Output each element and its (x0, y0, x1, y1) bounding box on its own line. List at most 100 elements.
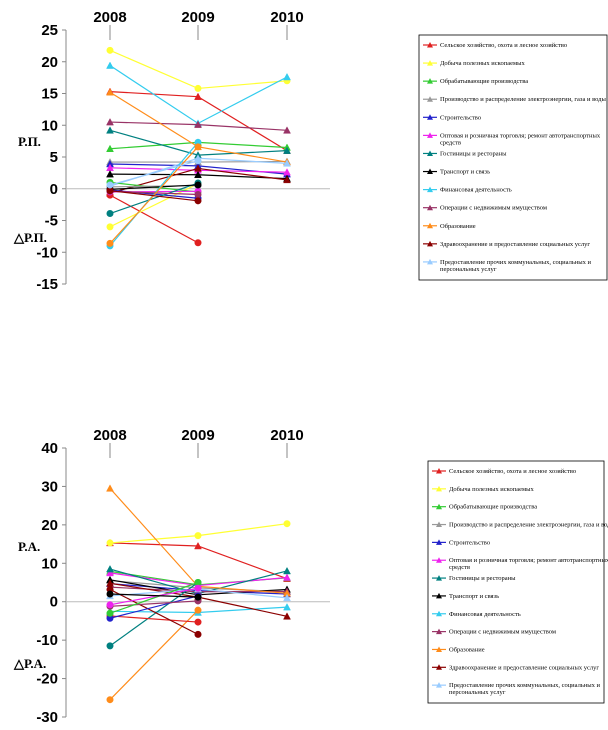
y-tick-label: 20 (41, 517, 58, 534)
legend-entry: Предоставление прочих коммунальных, соци… (440, 259, 592, 273)
y-tick-label: 20 (41, 54, 58, 71)
data-point (194, 593, 202, 601)
y-tick-label: 30 (41, 478, 58, 495)
data-point (194, 239, 202, 247)
legend-marker (427, 42, 433, 48)
y-tick-label: 10 (41, 117, 58, 134)
legend-entry: Гостиницы и рестораны (440, 150, 507, 157)
y-tick-label: -10 (36, 632, 58, 649)
y-tick-label: 5 (50, 149, 58, 166)
y-axis-label: Р.А. (18, 539, 40, 554)
legend-entry: Транспорт и связь (449, 593, 499, 600)
y-axis-label-delta: △Р.А. (13, 656, 46, 671)
y-tick-label: -5 (45, 213, 58, 230)
data-point (106, 88, 114, 96)
legend-entry: Образование (449, 646, 485, 653)
data-point (283, 603, 291, 611)
data-point (106, 642, 114, 650)
data-point (106, 484, 114, 492)
x-tick-label: 2010 (270, 427, 303, 444)
legend-marker (436, 646, 442, 652)
series-line (109, 588, 199, 635)
legend-entry: Предоставление прочих коммунальных, соци… (449, 682, 601, 696)
series-line (109, 600, 199, 607)
legend-entry: Образование (440, 223, 476, 230)
data-point (194, 197, 202, 205)
x-tick-label: 2008 (93, 9, 126, 26)
series-line (109, 593, 199, 598)
data-point (283, 126, 291, 134)
data-point (283, 593, 291, 602)
series-line (109, 190, 199, 202)
data-point (194, 532, 202, 540)
legend-entry: Оптовая и розничная торговля; ремонт авт… (440, 132, 601, 146)
data-point (283, 146, 291, 154)
legend-marker (436, 503, 442, 510)
series-line (109, 142, 199, 247)
y-tick-label: -15 (36, 276, 58, 293)
legend-entry: Строительство (449, 539, 490, 546)
data-point (283, 159, 291, 167)
legend-box (427, 460, 605, 704)
legend-marker (427, 240, 433, 247)
data-point (194, 618, 202, 626)
legend-entry: Транспорт и связь (440, 169, 490, 176)
legend-entry: Добыча полезных ископаемых (449, 486, 534, 493)
legend-marker (427, 132, 433, 138)
legend-box (418, 34, 608, 281)
legend-marker (436, 682, 442, 688)
legend-marker (427, 150, 433, 156)
y-axis-label: Р.П. (18, 134, 41, 149)
legend-marker (427, 204, 433, 211)
data-point (106, 46, 114, 54)
series-line (109, 581, 199, 614)
legend-marker (436, 592, 442, 599)
legend-marker (436, 664, 442, 670)
legend-marker (427, 114, 433, 120)
y-tick-label: 0 (50, 181, 58, 198)
legend-entry: Производство и распределение электроэнер… (440, 96, 606, 103)
legend-marker (427, 222, 433, 229)
data-point (283, 175, 291, 184)
data-point (106, 696, 114, 704)
y-tick-label: 15 (41, 86, 58, 103)
legend-entry: Обрабатывающие производства (440, 78, 528, 85)
data-point (283, 573, 291, 581)
legend-marker (436, 468, 442, 474)
legend-marker (427, 78, 433, 84)
data-point (106, 144, 114, 152)
data-point (106, 61, 114, 69)
y-tick-label: -10 (36, 244, 58, 261)
legend-entry: Строительство (440, 114, 481, 121)
data-point (106, 126, 114, 134)
legend-entry: Производство и распределение электроэнер… (449, 522, 608, 529)
data-point (194, 606, 202, 614)
data-point (106, 210, 114, 218)
legend-marker (436, 628, 442, 635)
data-point (106, 590, 114, 598)
series-line (109, 587, 199, 606)
data-point (194, 181, 202, 189)
data-point (106, 601, 114, 609)
data-point (194, 170, 202, 179)
legend-entry: Оптовая и розничная торговля; ремонт авт… (449, 557, 608, 571)
legend-marker (436, 521, 442, 528)
data-point (106, 170, 114, 178)
series-line (109, 182, 199, 215)
legend-marker (436, 610, 442, 617)
series-line (109, 595, 199, 619)
legend-marker (427, 186, 433, 193)
data-point (194, 190, 202, 198)
x-tick-label: 2009 (181, 427, 214, 444)
legend-entry: Операции с недвижимым имуществом (440, 205, 547, 212)
y-tick-label: -20 (36, 671, 58, 688)
data-point (283, 520, 291, 528)
data-point (194, 630, 202, 638)
data-point (194, 579, 202, 586)
legend-entry: Добыча полезных ископаемых (440, 60, 525, 67)
y-tick-label: 40 (41, 440, 58, 457)
legend-marker (427, 258, 433, 265)
legend-marker (436, 557, 442, 563)
data-point (106, 565, 114, 573)
